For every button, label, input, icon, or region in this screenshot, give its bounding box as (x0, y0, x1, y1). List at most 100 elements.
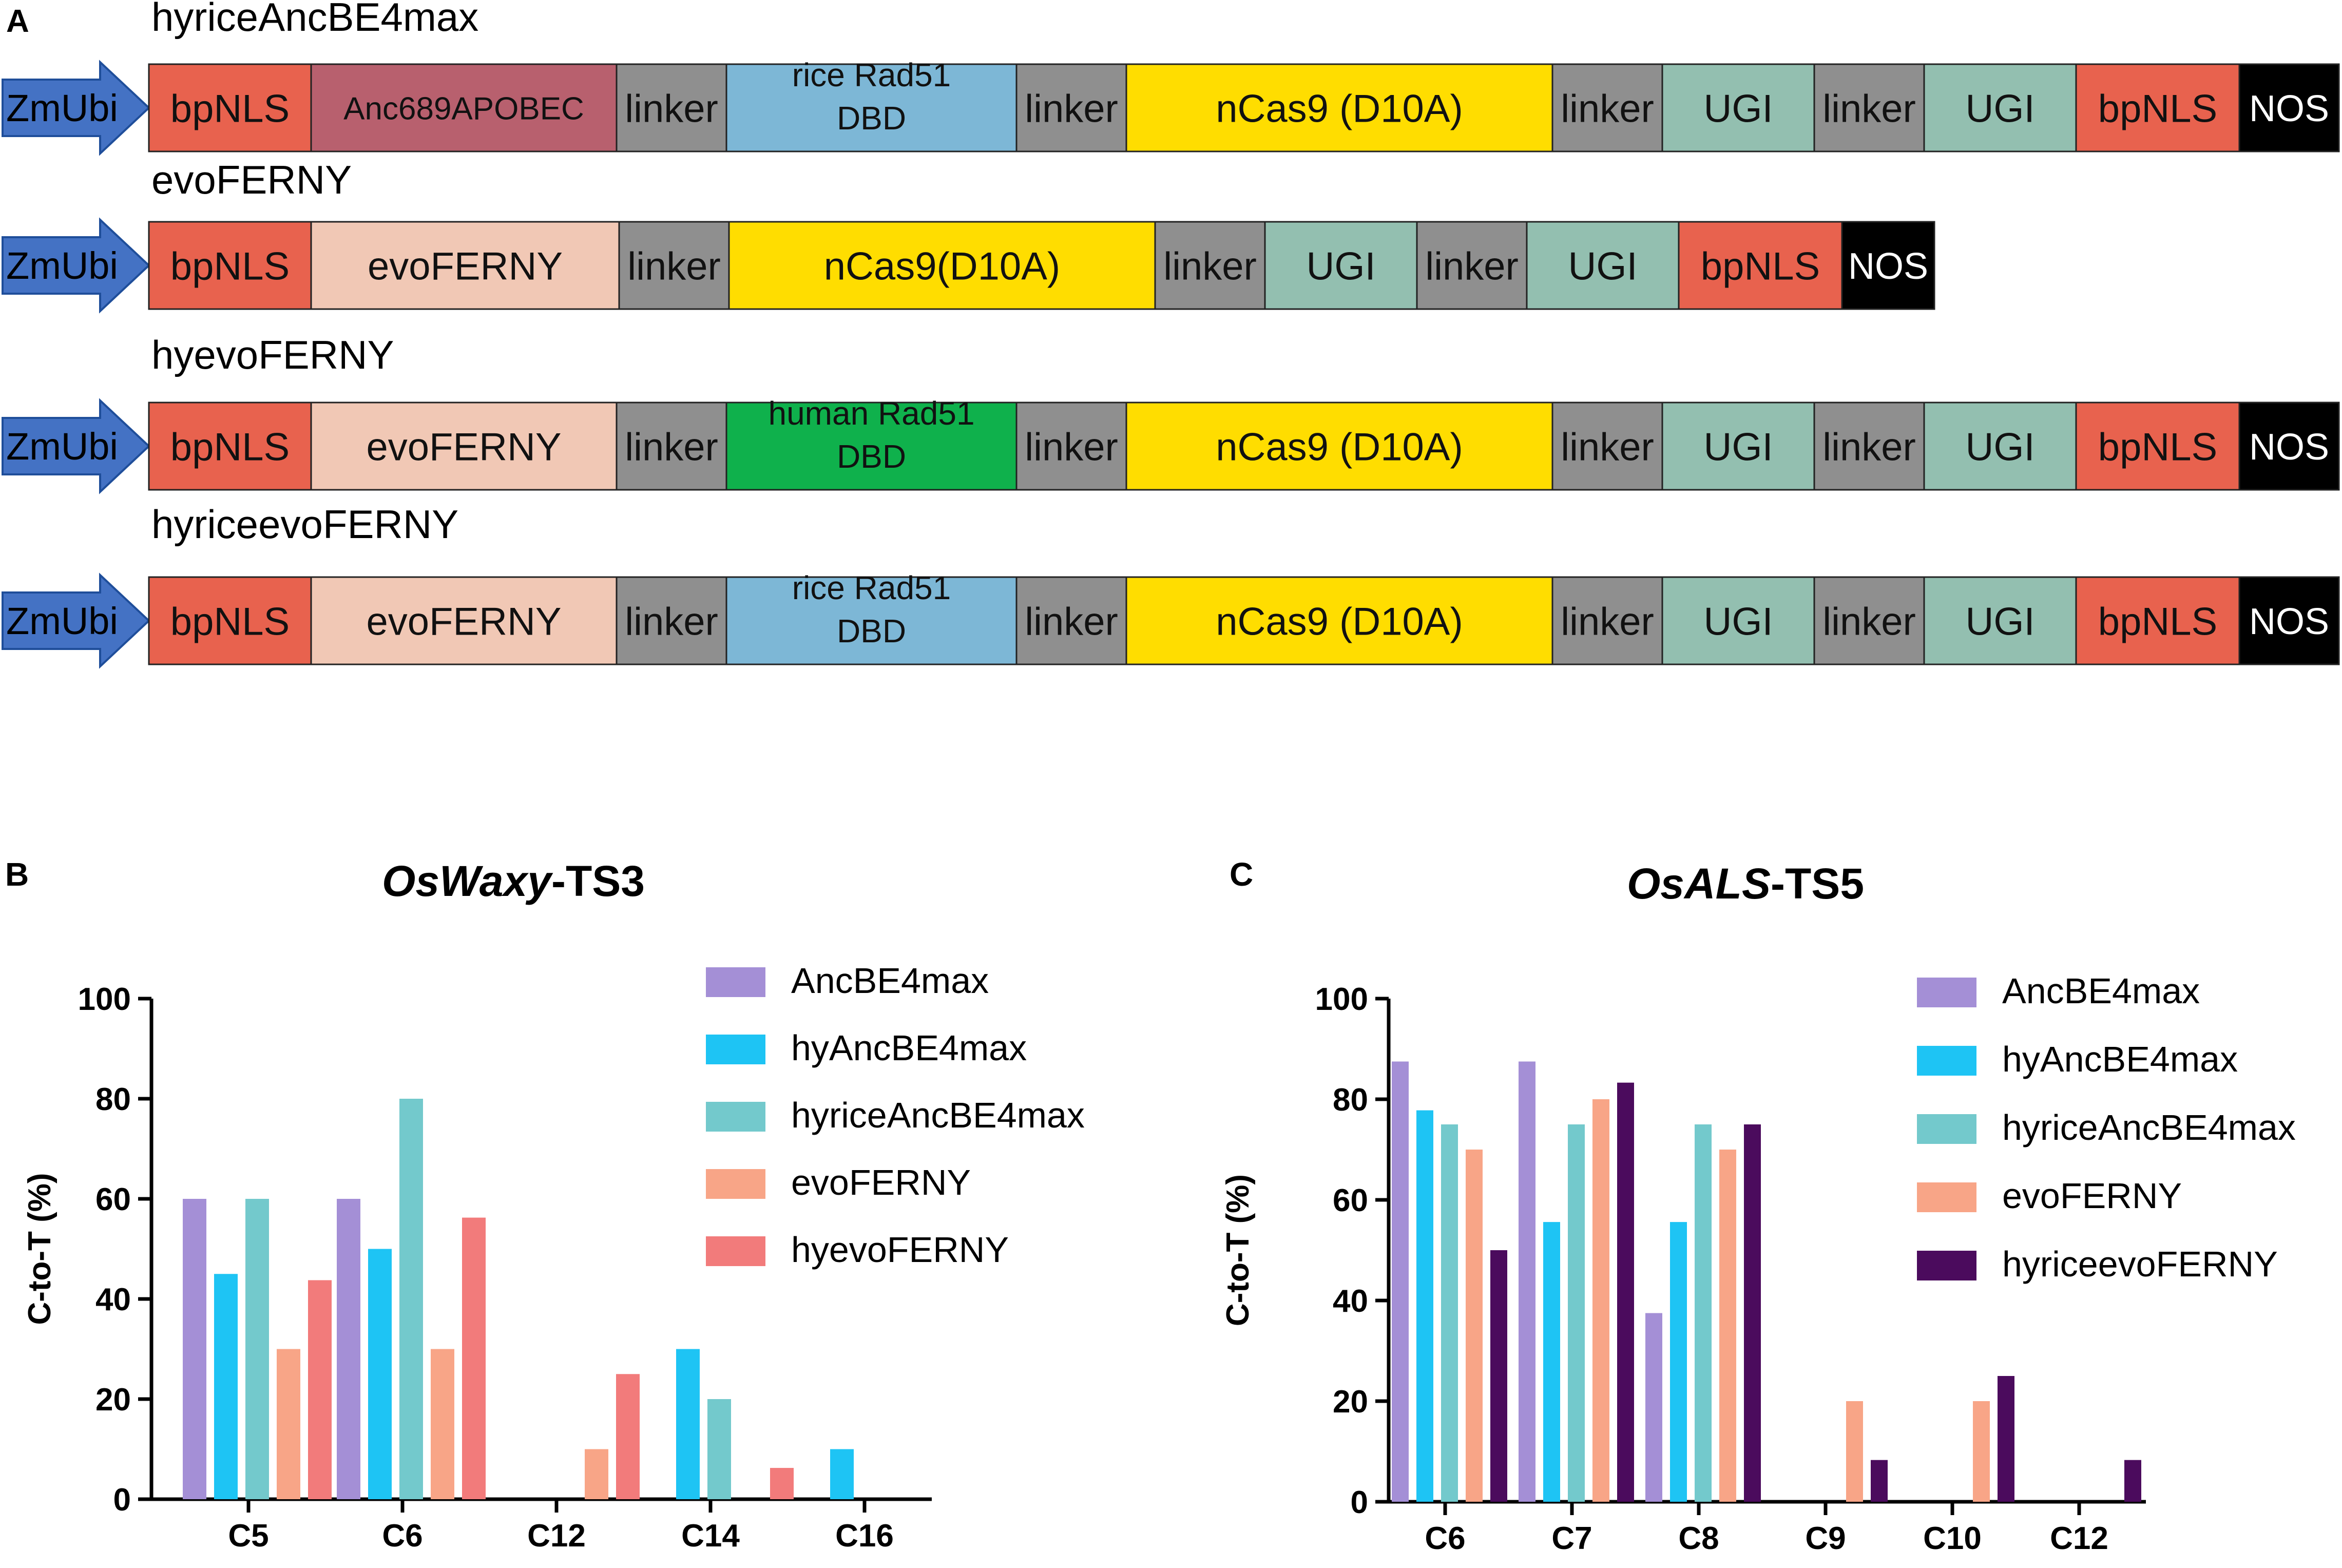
segment-label: linker (1025, 425, 1118, 469)
bar-hyevoferny-c5 (308, 1280, 332, 1499)
y-tick-label: 80 (1333, 1082, 1368, 1118)
y-tick-label: 40 (95, 1282, 131, 1317)
segment-ncas9-d10a (728, 221, 1156, 310)
segment-label: UGI (1965, 425, 2034, 469)
x-tick-label-c8: C8 (1678, 1521, 1719, 1556)
legend-label-hyancbe4max: hyAncBE4max (2002, 1039, 2238, 1079)
segment-linker (616, 576, 727, 665)
bar-hyevoferny-c6 (462, 1217, 486, 1499)
bar-evoferny-c10 (1973, 1401, 1990, 1502)
legend-swatch-ancbe4max (1917, 978, 1976, 1007)
legend-swatch-evoferny (1917, 1182, 1976, 1212)
segment-ncas9-d10a (1125, 576, 1553, 665)
segment-label: nCas9 (D10A) (1216, 87, 1463, 130)
segment-bpnls (2075, 63, 2240, 152)
chart-title: OsWaxy-TS3 (382, 857, 645, 905)
segment-ncas9-d10a (1125, 63, 1553, 152)
segment-nos (2238, 401, 2340, 491)
panel-c-chart: C OsALS-TS5 C-to-T (%) 0 20 40 60 80 100 C6 C7 C8 C9… (1220, 856, 2296, 1556)
x-tick-label-c7: C7 (1551, 1521, 1592, 1556)
bar-evoferny-c7 (1592, 1099, 1609, 1502)
x-tick-label-c12: C12 (527, 1518, 586, 1554)
segment-ugi (1661, 576, 1815, 665)
segment-nos (1841, 221, 1935, 310)
legend-label-ancbe4max: AncBE4max (791, 961, 989, 1001)
bar-hyriceancbe4max-c7 (1568, 1124, 1585, 1502)
segment-label: NOS (2249, 88, 2329, 129)
bar-hyancbe4max-c6 (1416, 1110, 1433, 1502)
bar-hyancbe4max-c7 (1543, 1222, 1560, 1502)
segment-label: UGI (1703, 425, 1773, 469)
segment-ncas9-d10a (1125, 401, 1553, 491)
segment-label: linker (1822, 87, 1916, 130)
bar-ancbe4max-c8 (1645, 1313, 1662, 1502)
segment-linker (616, 401, 727, 491)
segment-label: bpNLS (2098, 600, 2217, 643)
legend-label-evoferny: evoFERNY (2002, 1176, 2182, 1216)
segment-linker (1015, 401, 1127, 491)
y-tick-label: 80 (95, 1082, 131, 1117)
segment-ugi (1923, 576, 2077, 665)
x-tick-label-c6: C6 (382, 1518, 423, 1554)
segment-label: UGI (1965, 87, 2034, 130)
segment-label: NOS (2249, 427, 2329, 468)
y-axis-label: C-to-T (%) (1220, 1174, 1256, 1326)
segment-linker (1813, 401, 1925, 491)
segment-label: linker (1425, 244, 1519, 288)
bar-hyriceevoferny-c7 (1617, 1082, 1634, 1502)
bar-hyriceancbe4max-c6 (1441, 1124, 1458, 1502)
bar-hyevoferny-c12 (616, 1374, 640, 1499)
segment-label: linker (1163, 244, 1257, 288)
bar-ancbe4max-c6 (1392, 1061, 1409, 1502)
segment-nos (2238, 63, 2340, 152)
segment-label: rice Rad51 DBD (792, 569, 951, 649)
segment-label: bpNLS (2098, 87, 2217, 130)
bar-evoferny-c6 (1466, 1150, 1483, 1502)
construct-name-hyevoferny: hyevoFERNY (151, 332, 394, 377)
bar-hyancbe4max-c6 (368, 1249, 392, 1499)
segment-label: linker (1561, 600, 1654, 643)
x-tick-label-c9: C9 (1805, 1521, 1846, 1556)
bar-hyriceevoferny-c8 (1744, 1124, 1761, 1502)
y-tick-label: 60 (1333, 1183, 1368, 1218)
segment-label: evoFERNY (366, 600, 561, 643)
segment-bpnls (148, 401, 312, 491)
legend-swatch-hyancbe4max (706, 1035, 765, 1064)
segment-label: bpNLS (170, 600, 290, 643)
segment-label: linker (625, 87, 718, 130)
segment-linker (1551, 63, 1663, 152)
legend-swatch-evoferny (706, 1169, 765, 1199)
segment-linker (1813, 63, 1925, 152)
legend-swatch-hyevoferny (706, 1236, 765, 1266)
segment-evoferny (310, 401, 618, 491)
segment-label: evoFERNY (368, 244, 563, 288)
bar-evoferny-c8 (1719, 1150, 1736, 1502)
segment-ugi (1661, 401, 1815, 491)
bar-hyriceevoferny-c12 (2124, 1460, 2141, 1502)
segment-label: linker (625, 600, 718, 643)
y-tick-label: 0 (113, 1482, 131, 1518)
promoter-label: ZmUbi (6, 87, 118, 129)
segment-label: UGI (1965, 600, 2034, 643)
promoter-arrow-icon (2, 60, 150, 156)
segment-anc689apobec (310, 63, 618, 152)
segment-bpnls (148, 221, 312, 310)
bar-hyriceevoferny-c10 (1998, 1376, 2014, 1502)
bar-hyriceancbe4max-c8 (1695, 1124, 1712, 1502)
legend-label-hyancbe4max: hyAncBE4max (791, 1028, 1027, 1068)
panel-b-chart: B OsWaxy-TS3 C-to-T (%) 0 20 40 60 80 100 C5 C6 C12… (5, 856, 1085, 1554)
segment-label: human Rad51 DBD (768, 395, 974, 475)
y-tick-label: 20 (1333, 1384, 1368, 1420)
y-tick-label: 20 (95, 1382, 131, 1418)
segment-label: nCas9 (D10A) (1216, 600, 1463, 643)
x-tick-label-c14: C14 (681, 1518, 740, 1554)
legend-swatch-ancbe4max (706, 967, 765, 997)
y-tick-label: 0 (1351, 1485, 1368, 1520)
segment-linker (1551, 576, 1663, 665)
bar-hyriceancbe4max-c5 (245, 1199, 269, 1499)
segment-nos (2238, 576, 2340, 665)
y-tick-label: 60 (95, 1182, 131, 1217)
bar-ancbe4max-c6 (337, 1199, 360, 1499)
segment-bpnls (1678, 221, 1843, 310)
bar-hyancbe4max-c5 (214, 1274, 238, 1499)
